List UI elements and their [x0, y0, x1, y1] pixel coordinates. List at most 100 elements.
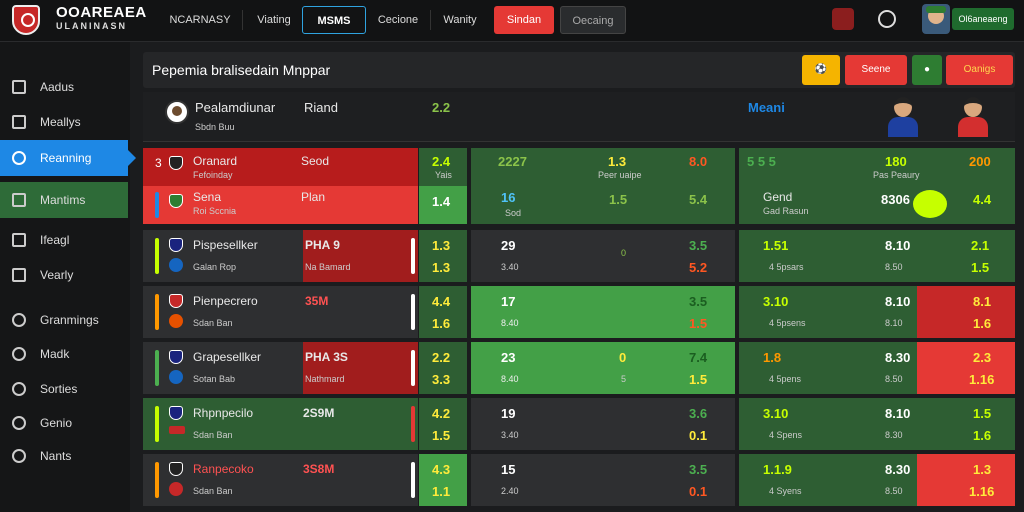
team-name: Ranpecoko [193, 462, 254, 476]
team-cell [143, 398, 418, 450]
sidebar-item-label: Meallys [40, 115, 81, 129]
odd-sub: 1.5 [689, 372, 708, 387]
settings-icon[interactable] [878, 10, 896, 28]
team-sub: Galan Rop [193, 262, 237, 272]
circle-icon [12, 347, 26, 361]
table-row[interactable]: Ranpecoko Sdan Ban 3S8M 4.3 1.1 15 2.40 … [143, 454, 1015, 506]
ball-icon [169, 314, 183, 328]
sidebar-item-label: Sorties [40, 382, 78, 396]
odds-cell [419, 454, 467, 506]
sidebar-item-label: Ifeagl [40, 233, 70, 247]
odd-value: 8.30 [885, 462, 911, 477]
table-row[interactable]: Pispesellker Galan Rop PHA 9 Na Bamard 1… [143, 230, 1015, 282]
nav-item-1[interactable]: Viating [257, 14, 291, 26]
sidebar-item-9[interactable]: Genio [0, 405, 128, 441]
odd-sub: 5 [621, 374, 627, 384]
odd-sub: 4 Syens [769, 486, 802, 496]
nav-item-5[interactable]: Sindan [494, 6, 554, 34]
trophy-icon[interactable] [832, 8, 854, 30]
sidebar-item-8[interactable]: Sorties [0, 371, 128, 407]
sidebar-item-label: Nants [40, 449, 72, 463]
monitor-icon [12, 80, 26, 94]
user-avatar[interactable] [922, 4, 950, 34]
nav-item-0[interactable]: NCARNASY [169, 14, 231, 26]
options-button[interactable]: Oanigs [946, 55, 1013, 85]
odd-sub: 4 5pens [769, 374, 802, 384]
odd-sub: 1.3 [432, 260, 451, 275]
odd-value: 8.30 [885, 350, 911, 365]
odd-sub: 8.10 [885, 318, 903, 328]
sidebar-item-7[interactable]: Madk [0, 336, 128, 372]
odd-sub: 1.5 [971, 260, 990, 275]
odd-sub: 1.16 [969, 372, 995, 387]
team-sub: Sdan Ban [193, 486, 233, 496]
table-row[interactable]: Grapesellker Sotan Bab PHA 3S Nathmard 2… [143, 342, 1015, 394]
odds-cell [419, 186, 467, 224]
nav-item-3[interactable]: Cecione [377, 14, 419, 26]
scene-button[interactable]: Seene [845, 55, 907, 85]
odd-value: 5.4 [689, 192, 708, 207]
crest-icon [169, 350, 183, 364]
circle-icon [12, 313, 26, 327]
sidebar-item-1[interactable]: Meallys [0, 104, 128, 140]
odd-sub: Gad Rasun [763, 206, 809, 216]
nav-item-2[interactable]: MSMS [302, 6, 366, 34]
odd-sub: 8.50 [885, 486, 903, 496]
odds-cell [739, 342, 917, 394]
nav-item-4[interactable]: Wanity [443, 14, 477, 26]
odd-sub: 1.1 [432, 484, 451, 499]
sidebar-item-5[interactable]: Vearly [0, 257, 128, 293]
odd-value: 3.5 [689, 238, 708, 253]
odd-value: 1.8 [763, 350, 782, 365]
team-sub: Sdan Ban [193, 430, 233, 440]
sidebar-item-10[interactable]: Nants [0, 438, 128, 474]
odd-value: 2.3 [973, 350, 992, 365]
wrench-icon [12, 233, 26, 247]
odd-value: 5 5 5 [747, 154, 776, 169]
odd-sub: 5.2 [689, 260, 708, 275]
odd-value: 8.10 [885, 406, 911, 421]
odds-cell [471, 454, 735, 506]
sidebar-item-6[interactable]: Granmings [0, 302, 128, 338]
highlight-cell [917, 342, 1015, 394]
brand-title: OOAREAEA [56, 4, 147, 21]
table-row[interactable]: Sena Roi Sccnia Plan 1.4 16 Sod 1.5 5.4 … [143, 186, 1015, 224]
odd-value: 4.3 [432, 462, 451, 477]
table-row[interactable]: Rhpnpecilo Sdan Ban 2S9M 4.2 1.5 19 3.40… [143, 398, 1015, 450]
table-row[interactable]: Pienpecrero Sdan Ban 35M 4.4 1.6 17 8.40… [143, 286, 1015, 338]
odd-value: 1.3 [608, 154, 627, 169]
nav-item-6[interactable]: Oecaing [560, 6, 626, 34]
odds-cell [739, 286, 917, 338]
odd-sub: 0 [621, 248, 627, 258]
sidebar-item-4[interactable]: Ifeagl [0, 222, 128, 258]
odd-value: 1.1.9 [763, 462, 792, 477]
sidebar-item-label: Vearly [40, 268, 74, 282]
odds-cell [471, 230, 735, 282]
mid-value: Seod [301, 154, 330, 168]
odds-cell [739, 398, 1015, 450]
odd-sub: 2.40 [501, 486, 519, 496]
team-stripe [155, 238, 159, 274]
sidebar-item-0[interactable]: Aadus [0, 69, 128, 105]
odd-value: 8.0 [689, 154, 708, 169]
logo-shield-icon[interactable] [12, 5, 40, 35]
team-name: Rhpnpecilo [193, 406, 254, 420]
brand[interactable]: OOAREAEA ULANINASN [56, 5, 147, 32]
odd-sub: 1.6 [973, 428, 992, 443]
team-name: Pispesellker [193, 238, 258, 252]
odd-value: 200 [969, 154, 991, 169]
odd-value: 1.4 [432, 194, 451, 209]
odd-value: 3.10 [763, 294, 789, 309]
odds-cell [739, 186, 1015, 224]
ball-button[interactable]: ⚽ [802, 55, 840, 85]
crest-icon [169, 156, 183, 170]
odd-value: 1.51 [763, 238, 789, 253]
highlight-cell [303, 342, 418, 394]
sidebar-item-3[interactable]: Mantims [0, 182, 128, 218]
nav-divider [242, 10, 243, 30]
toggle-button[interactable]: ● [912, 55, 942, 85]
sidebar-item-2[interactable]: Reanning [0, 140, 136, 176]
account-badge[interactable]: Ol6aneaeng [952, 8, 1014, 30]
odd-value: 3.5 [689, 462, 708, 477]
highlight-cell [917, 454, 1015, 506]
